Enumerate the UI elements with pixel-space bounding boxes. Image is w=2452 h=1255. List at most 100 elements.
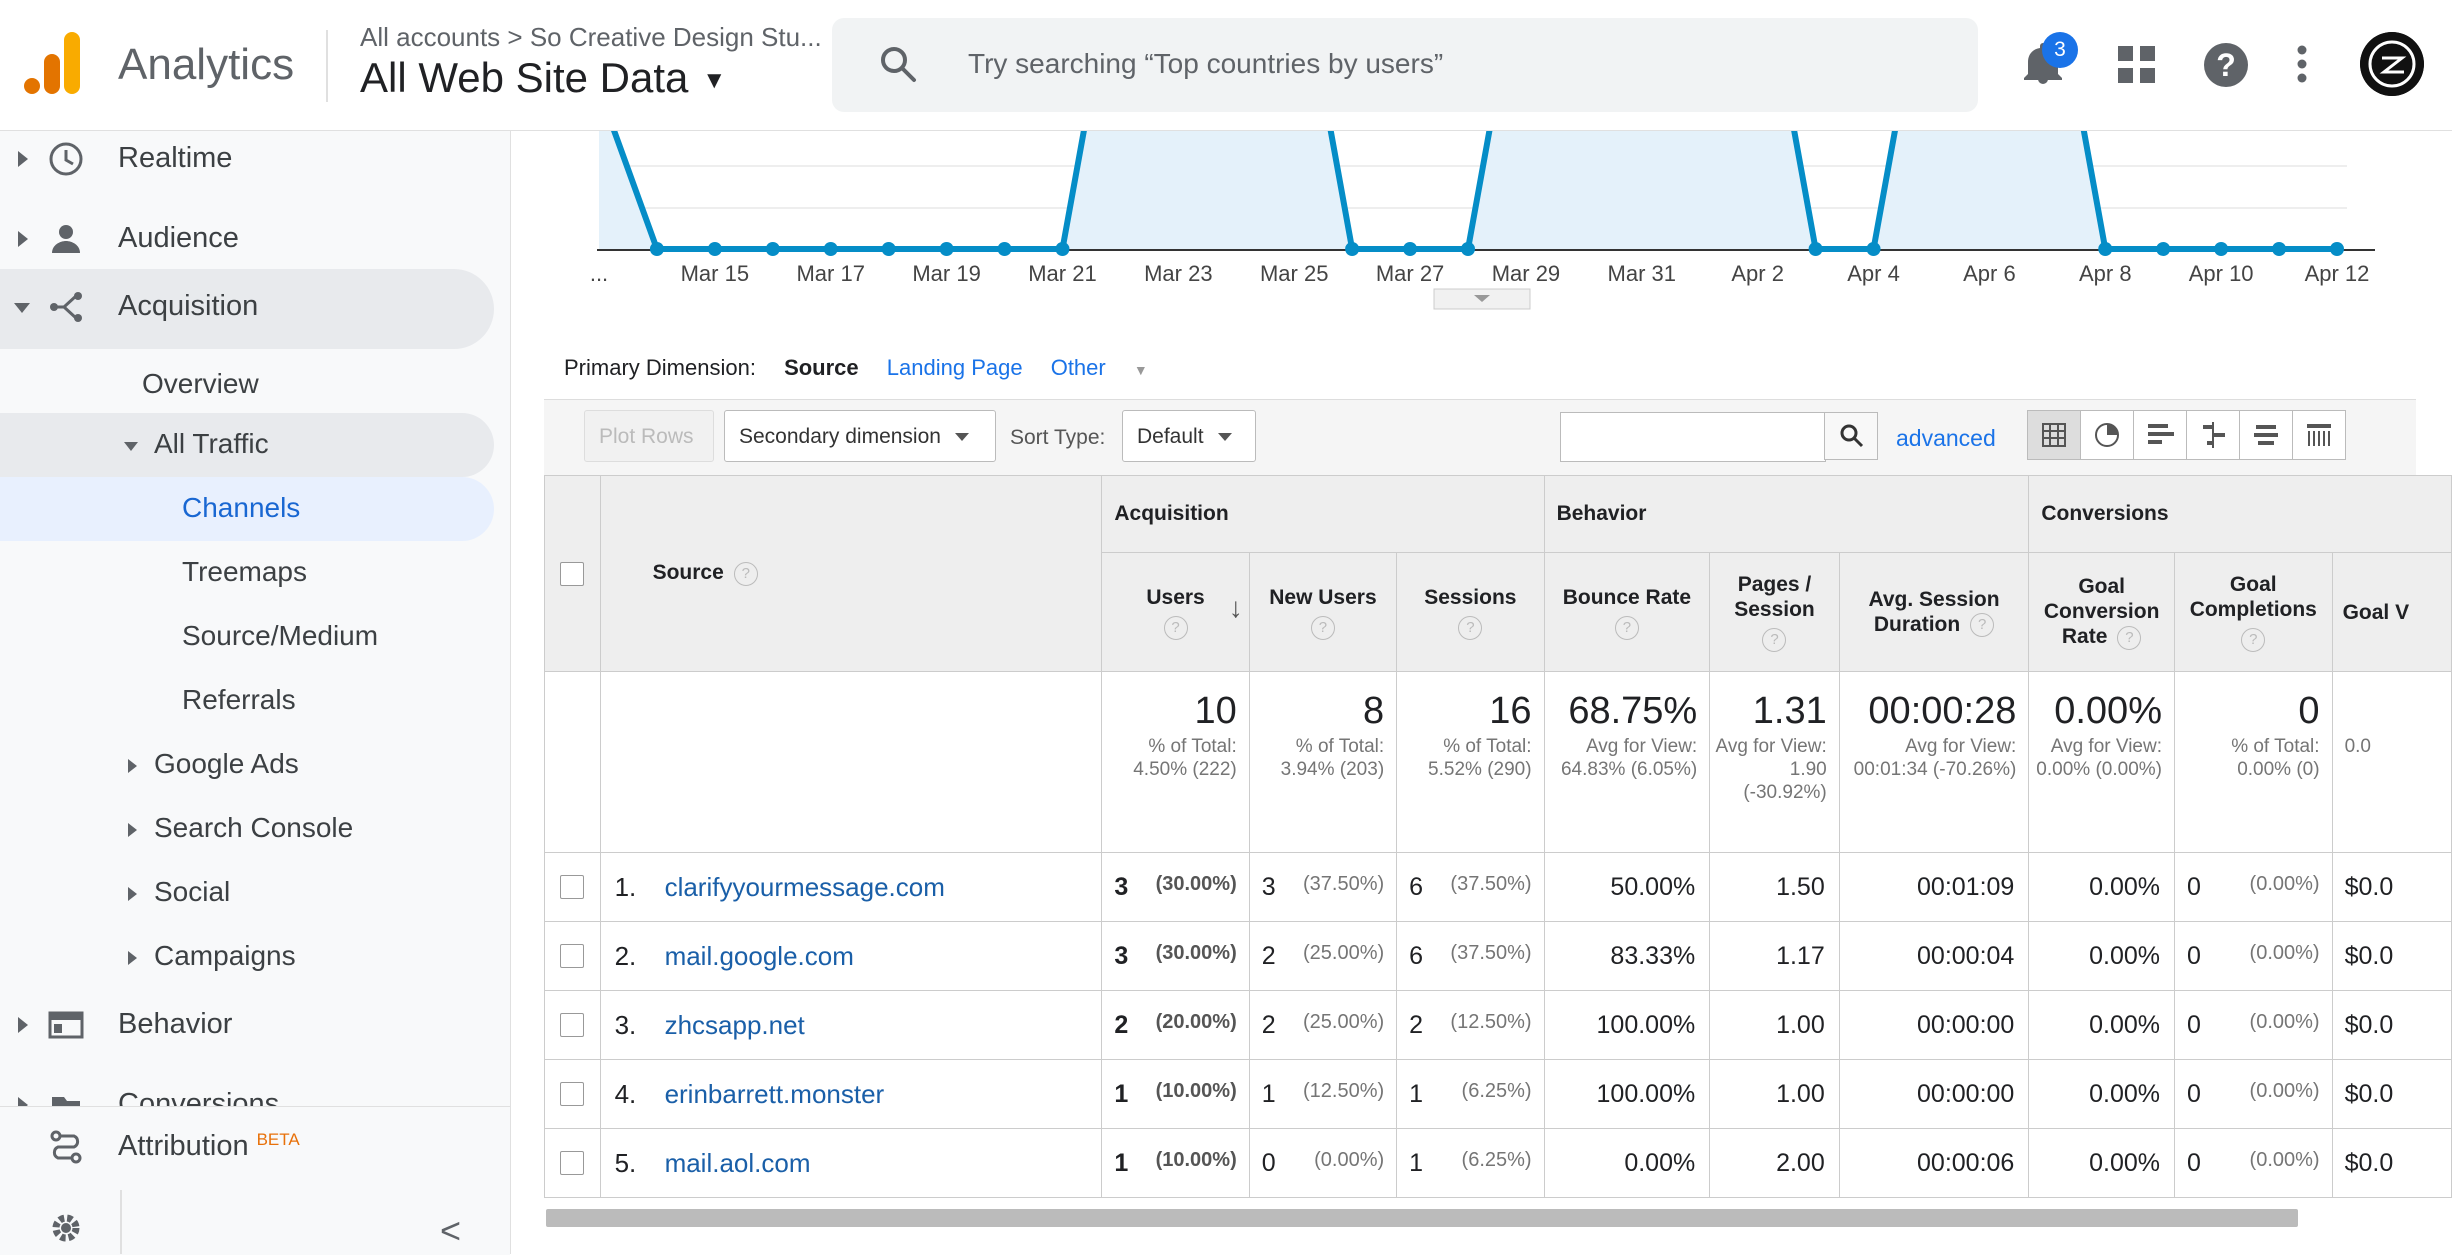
goal-completions-column-header[interactable]: Goal Completions? [2173,552,2333,672]
expand-arrow-icon [128,759,137,773]
view-name: All Web Site Data [360,54,689,101]
view-selector[interactable]: All Web Site Data ▼ [360,54,726,102]
expand-arrow-icon [18,151,28,167]
x-tick-label: Apr 10 [2189,261,2254,286]
search-bar[interactable]: Try searching “Top countries by users” [832,18,1978,112]
row-checkbox[interactable] [560,1013,585,1037]
expand-arrow-icon [128,823,137,837]
nav-item-behavior[interactable]: Behavior [0,987,494,1067]
help-icon[interactable]: ? [2241,628,2266,652]
sort-type-dropdown[interactable]: Default [1122,410,1256,462]
comparison-view-button[interactable] [2186,410,2240,460]
nav-item-social[interactable]: Social [0,861,494,925]
dimension-other-label: Other [1050,355,1106,380]
data-table-view-button[interactable] [2027,410,2081,460]
new-users-column-header[interactable]: New Users? [1248,552,1398,672]
dimension-source[interactable]: Source [784,355,859,380]
secondary-dimension-label: Secondary dimension [739,425,941,448]
nav-item-campaigns[interactable]: Campaigns [0,925,494,989]
users-cell: 1 (10.00%) [1101,1059,1250,1129]
nav-item-attribution[interactable]: Attribution BETA [0,1109,494,1189]
nav-item-referrals[interactable]: Referrals [0,669,494,733]
row-checkbox[interactable] [560,944,585,968]
advanced-filter-link[interactable]: advanced [1896,425,1996,451]
nav-item-audience[interactable]: Audience [0,201,494,281]
source-column-header[interactable]: Source? [599,475,1103,672]
avg-session-cell: 00:00:00 [1838,990,2030,1060]
help-icon[interactable]: ? [1970,613,1995,638]
acquisition-icon [50,292,82,322]
nav-item-all-traffic[interactable]: All Traffic [0,413,494,477]
row-checkbox[interactable] [560,1151,585,1175]
nav-item-source-medium[interactable]: Source/Medium [0,605,494,669]
pages-session-column-header[interactable]: Pages / Session? [1709,552,1840,672]
source-link[interactable]: zhcsapp.net [664,1009,805,1040]
nav-item-acquisition[interactable]: Acquisition [0,269,494,349]
users-column-header[interactable]: Users ↓? [1101,552,1250,672]
help-icon[interactable]: ? [1614,615,1639,640]
new-users-cell: 2 (25.00%) [1248,921,1398,991]
users-header-label: Users [1146,585,1205,609]
horizontal-scrollbar[interactable] [546,1209,2298,1227]
help-icon[interactable]: ? [2204,43,2248,87]
help-icon[interactable]: ? [1163,615,1188,640]
nav-item-overview[interactable]: Overview [0,353,494,417]
sessions-column-header[interactable]: Sessions? [1396,552,1545,672]
goal-completions-header-label: Goal Completions [2189,573,2317,621]
avg-session-duration-column-header[interactable]: Avg. Session Duration? [1838,552,2030,672]
bounce-rate-column-header[interactable]: Bounce Rate? [1543,552,1711,672]
source-link[interactable]: mail.aol.com [664,1147,811,1178]
source-link[interactable]: mail.google.com [664,940,854,971]
avg-session-cell: 00:00:06 [1838,1128,2030,1198]
users-over-time-chart[interactable]: ... Mar 15 Mar 17 Mar 19 Mar 21 Mar 23 Mar 25 M… [544,131,2452,311]
nav-label: Channels [182,492,301,523]
help-icon[interactable]: ? [1310,615,1335,640]
help-icon[interactable]: ? [2117,625,2142,650]
goal-value: $0.0 [2344,872,2394,901]
plot-rows-button[interactable]: Plot Rows [584,410,714,462]
nav-item-google-ads[interactable]: Google Ads [0,733,494,797]
analytics-logo[interactable] [24,32,82,94]
totals-empty-cell [544,671,601,853]
source-link[interactable]: clarifyyourmessage.com [664,871,945,902]
behavior-icon [48,1011,84,1039]
pages-session-cell: 1.00 [1709,990,1840,1060]
goal-conversion-rate-column-header[interactable]: Goal Conversion Rate? [2028,552,2175,672]
nav-item-realtime[interactable]: Realtime [0,131,494,201]
nav-label: Acquisition [118,290,259,322]
total-sub: % of Total: 4.50% (222) [1133,736,1237,780]
total-value: 00:00:28 [1868,690,2017,732]
user-avatar[interactable] [2360,32,2424,96]
source-link[interactable]: erinbarrett.monster [664,1078,885,1109]
table-search-button[interactable] [1824,412,1878,460]
row-checkbox[interactable] [560,875,585,899]
dimension-other[interactable]: Other ▼ [1051,355,1170,380]
pages-session-cell: 2.00 [1709,1128,1840,1198]
goal-completions-value: 0 [2186,1079,2201,1108]
term-cloud-view-button[interactable] [2239,410,2293,460]
nav-item-treemaps[interactable]: Treemaps [0,541,494,605]
pivot-view-button[interactable] [2292,410,2346,460]
x-tick-label: Mar 19 [912,261,980,286]
more-options-icon[interactable] [2296,44,2308,84]
row-checkbox[interactable] [560,1082,585,1106]
account-breadcrumb[interactable]: All accounts > So Creative Design Stu... [360,22,822,52]
performance-view-button[interactable] [2133,410,2187,460]
collapse-sidebar-icon[interactable]: < [440,1210,462,1251]
nav-item-search-console[interactable]: Search Console [0,797,494,861]
help-icon[interactable]: ? [1458,615,1483,640]
settings-gear-icon[interactable] [48,1210,84,1246]
table-row: 2. mail.google.com 3 (30.00%) 2 (25.00%) 6 (… [544,921,2452,991]
secondary-dimension-dropdown[interactable]: Secondary dimension [724,410,996,462]
pie-view-button[interactable] [2080,410,2134,460]
nav-item-channels[interactable]: Channels [0,477,494,541]
new-users-value: 1 [1261,1079,1276,1108]
goal-value-column-header[interactable]: Goal V [2331,552,2452,672]
help-icon[interactable]: ? [1762,628,1787,652]
table-view-icon [2042,423,2066,447]
apps-grid-icon[interactable] [2118,46,2156,84]
dimension-landing-page[interactable]: Landing Page [886,355,1023,380]
select-all-checkbox[interactable] [560,561,585,586]
table-filter-input[interactable] [1560,412,1826,462]
help-icon[interactable]: ? [733,561,758,586]
